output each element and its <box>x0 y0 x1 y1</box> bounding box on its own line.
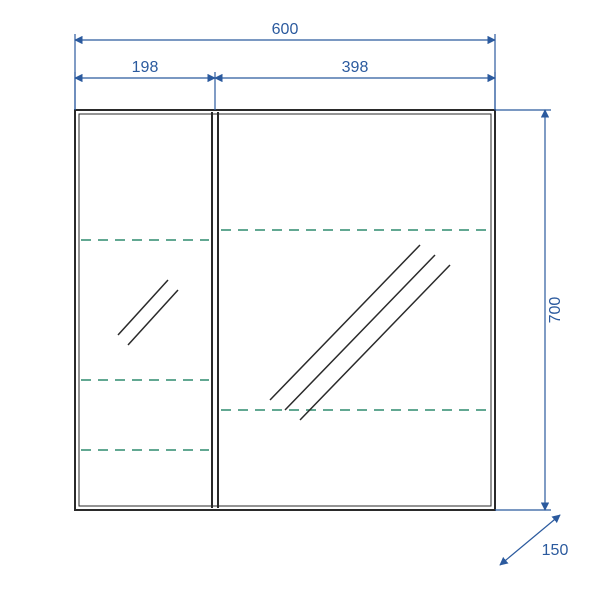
dim-depth: 150 <box>542 542 569 559</box>
dim-right-width: 398 <box>342 59 369 76</box>
dimension-diagram: 600 198 398 700 150 <box>0 0 600 600</box>
dimension-labels: 600 198 398 700 150 <box>132 21 569 559</box>
mirror-reflection <box>118 245 450 420</box>
dim-height: 700 <box>547 297 564 324</box>
dim-total-width: 600 <box>272 21 299 38</box>
dim-left-width: 198 <box>132 59 159 76</box>
